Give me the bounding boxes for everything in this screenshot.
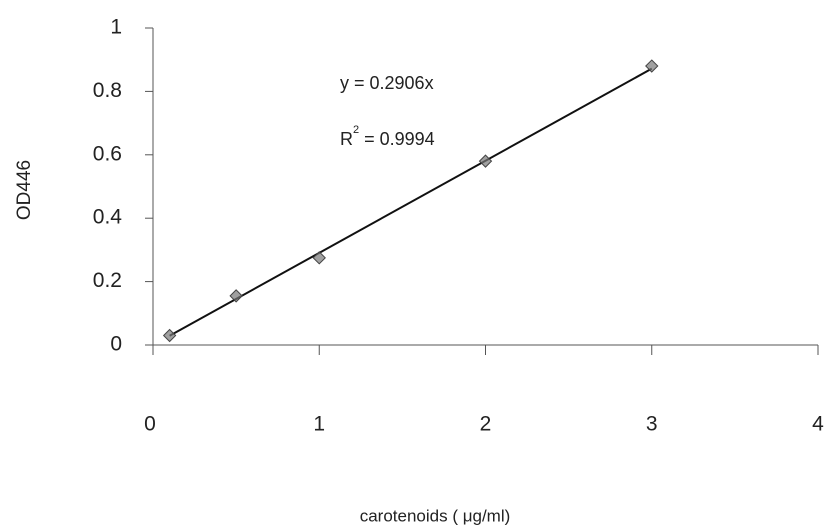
y-tick-label: 0.6 (93, 142, 122, 165)
x-axis-label: carotenoids ( μg/ml) (360, 506, 511, 525)
y-tick-label: 0.4 (93, 206, 123, 229)
data-point (480, 155, 492, 167)
equation: y = 0.2906x (340, 73, 434, 93)
r-squared-base: R (340, 129, 353, 149)
data-point (164, 329, 176, 341)
y-tick-label: 1 (110, 16, 122, 39)
x-tick-label: 0 (144, 413, 156, 436)
y-tick-label: 0.2 (93, 269, 122, 292)
chart: carotenoids ( μg/ml) OD446 y = 0.2906x R… (0, 0, 827, 529)
x-tick-label: 4 (812, 413, 824, 436)
y-tick-label: 0.8 (93, 79, 122, 102)
r-squared-text: = 0.9994 (359, 129, 435, 149)
x-tick-label: 3 (646, 413, 658, 436)
x-tick-label: 2 (480, 413, 492, 436)
data-point (230, 290, 242, 302)
r-squared: R2 = 0.9994 (340, 124, 435, 149)
x-tick-label: 1 (313, 413, 325, 436)
data-point (313, 252, 325, 264)
y-tick-label: 0 (110, 333, 122, 356)
y-axis-label: OD446 (14, 160, 35, 220)
